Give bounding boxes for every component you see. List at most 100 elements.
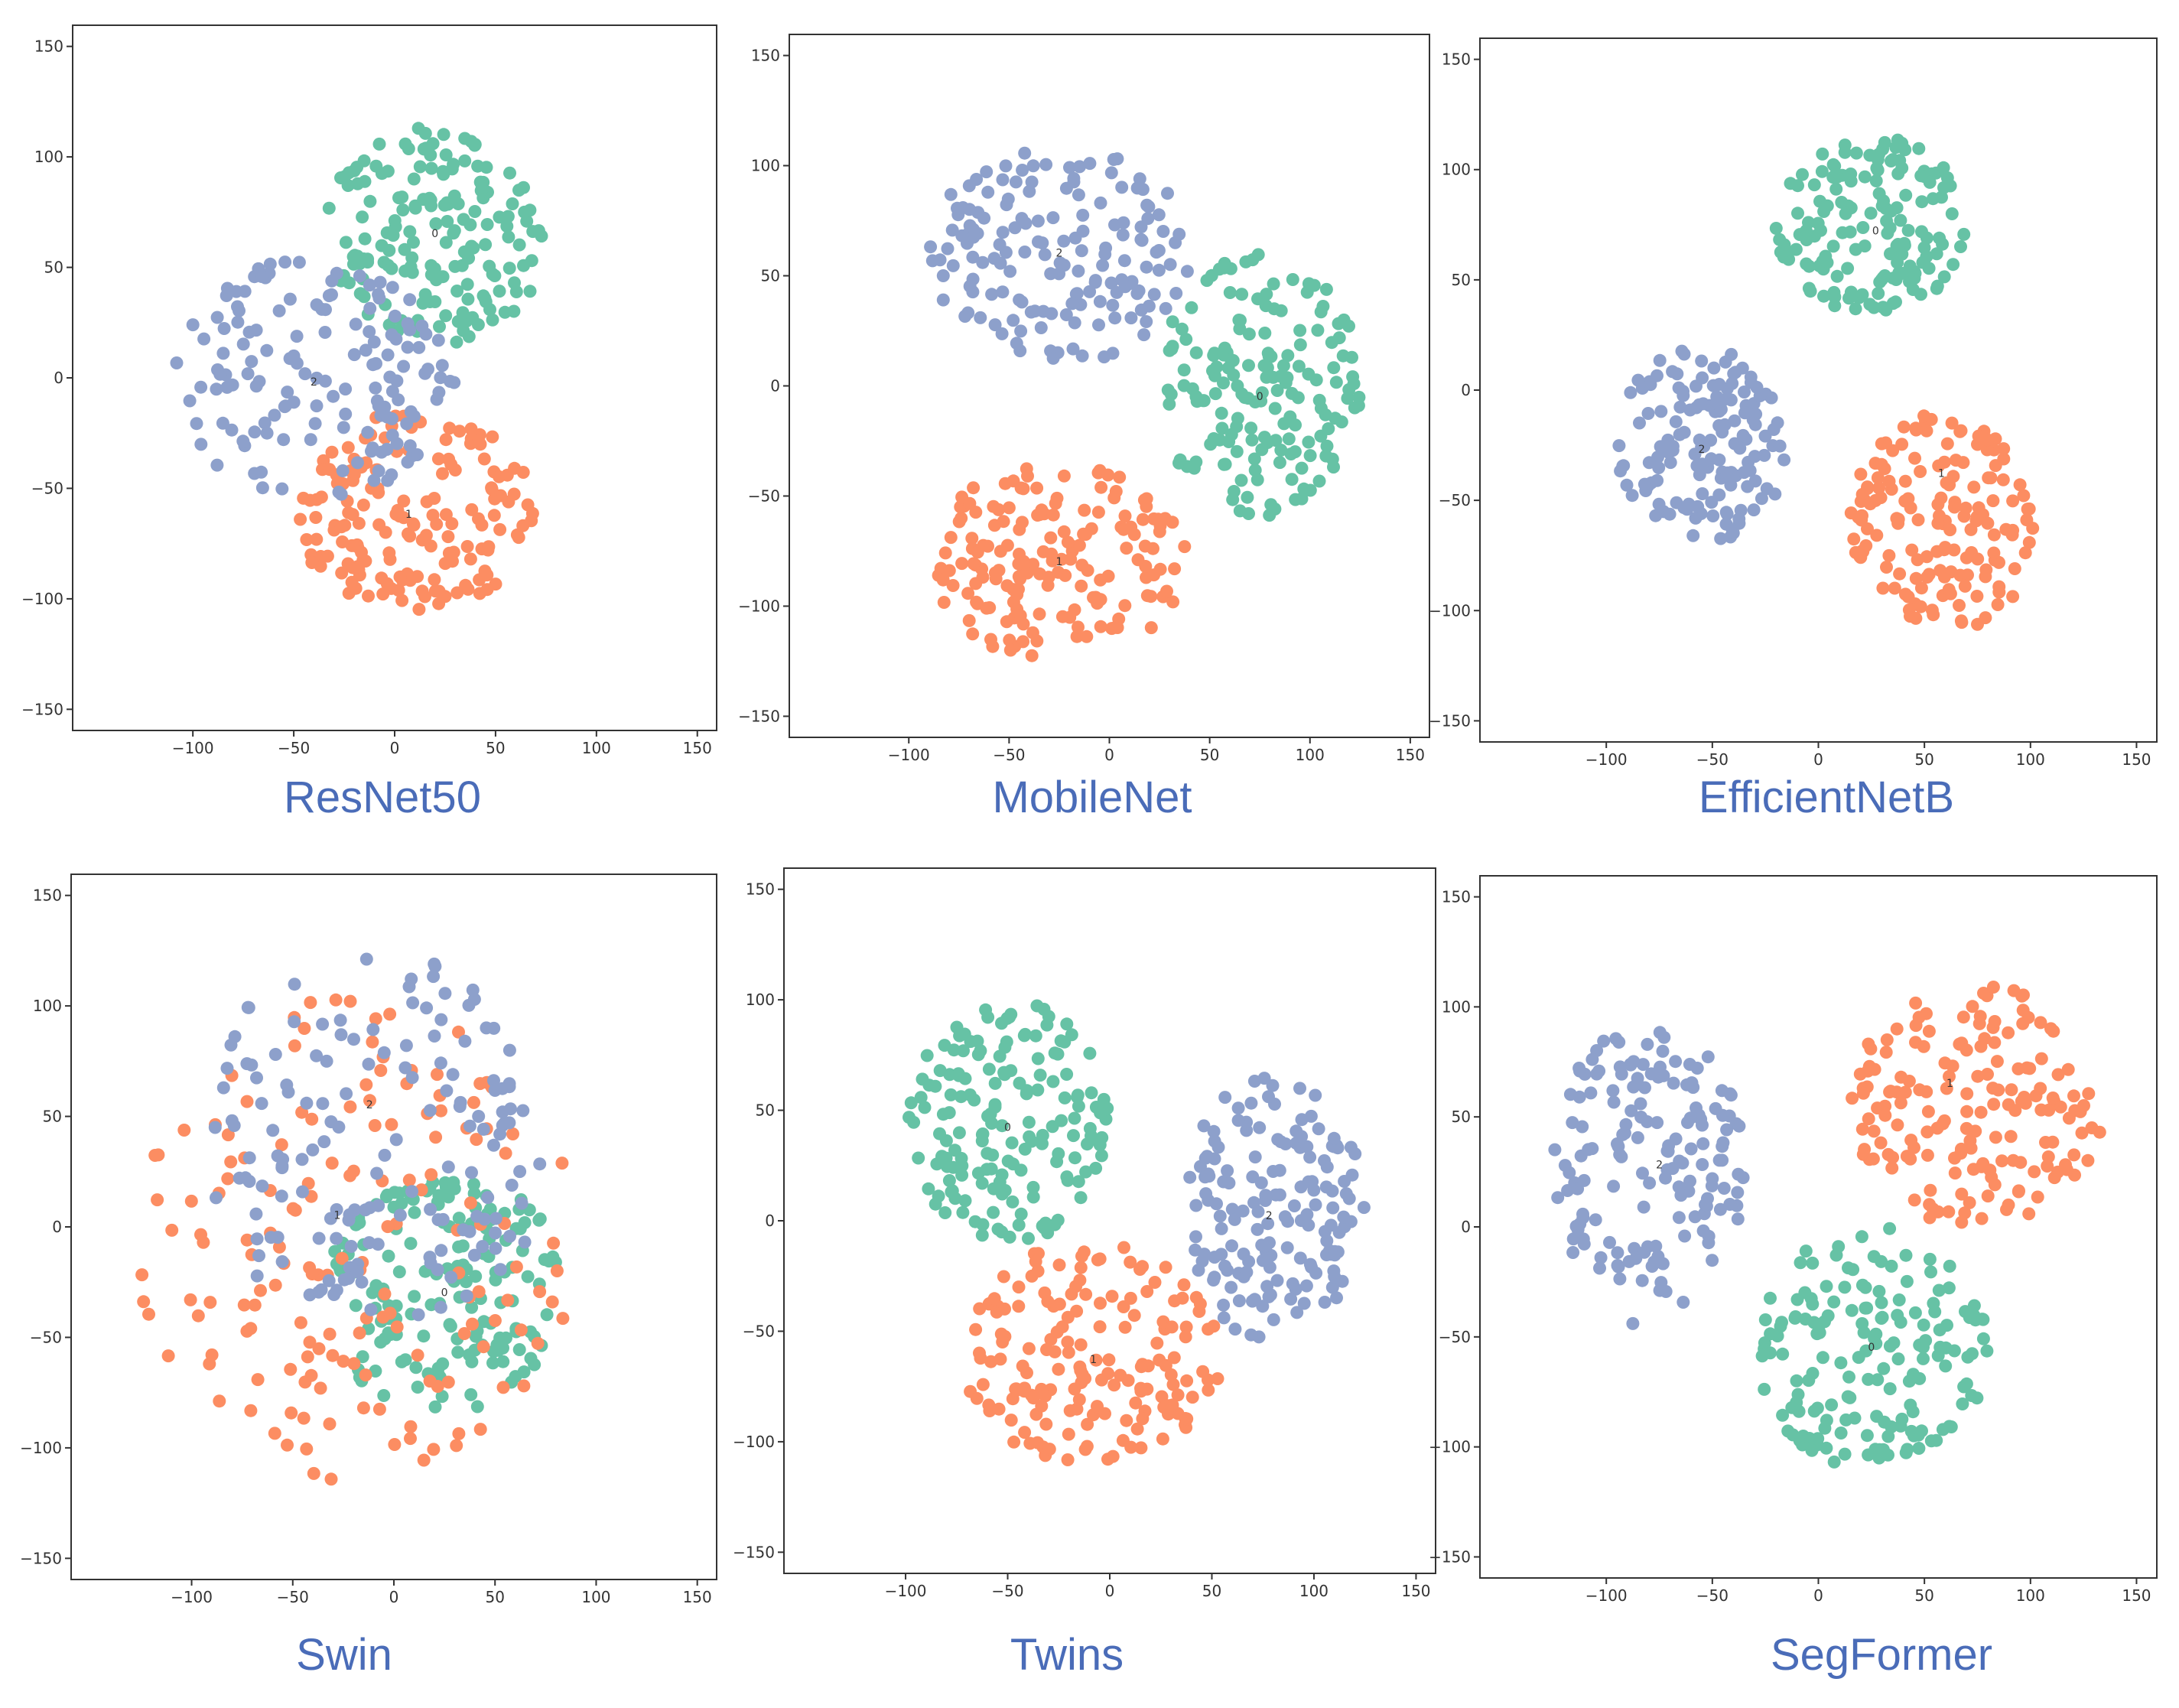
point-class-2: [980, 165, 994, 179]
point-class-0: [1293, 324, 1307, 337]
point-class-1: [1018, 1426, 1032, 1440]
point-class-2: [1169, 287, 1183, 300]
point-class-2: [1720, 1123, 1734, 1137]
chart-swin: 012−100 −50 0 50 100 150150100500−50−100−150S…: [20, 874, 717, 1680]
point-class-0: [1804, 1292, 1818, 1306]
point-class-2: [1684, 1142, 1698, 1156]
point-class-1: [356, 1401, 370, 1415]
point-class-2: [1678, 1229, 1692, 1243]
point-class-1: [415, 1183, 428, 1197]
point-class-2: [1251, 1205, 1265, 1218]
point-class-0: [1943, 1259, 1956, 1273]
point-class-1: [434, 1104, 447, 1118]
point-class-2: [505, 1179, 519, 1192]
point-class-2: [1303, 1150, 1317, 1164]
point-class-2: [347, 348, 361, 362]
point-class-0: [487, 1345, 500, 1358]
point-class-1: [439, 508, 453, 522]
point-class-0: [441, 215, 454, 228]
point-class-2: [296, 1185, 309, 1199]
y-tick-label: 100: [33, 997, 62, 1015]
point-class-2: [404, 405, 418, 418]
point-class-2: [503, 1229, 516, 1243]
point-class-1: [1979, 563, 1993, 577]
point-class-1: [2054, 1100, 2067, 1114]
point-class-2: [1106, 298, 1120, 312]
point-class-2: [275, 1159, 289, 1173]
point-class-1: [2041, 1150, 2055, 1163]
point-class-0: [1200, 274, 1214, 288]
y-tick-label: 0: [770, 377, 780, 395]
point-class-2: [1250, 1222, 1264, 1236]
point-class-1: [936, 573, 950, 587]
point-class-2: [1303, 1257, 1317, 1271]
point-class-0: [1341, 392, 1355, 405]
point-class-1: [1118, 1320, 1132, 1334]
point-class-1: [1016, 516, 1029, 529]
point-class-0: [403, 225, 417, 239]
point-class-1: [1013, 548, 1026, 561]
point-class-2: [411, 1308, 425, 1322]
point-class-1: [251, 1373, 265, 1387]
point-class-2: [487, 1138, 500, 1152]
point-class-2: [1232, 1294, 1246, 1308]
point-class-2: [216, 1081, 230, 1095]
point-class-0: [479, 294, 493, 308]
point-class-1: [275, 1138, 288, 1152]
point-class-2: [1094, 196, 1107, 210]
point-class-0: [1050, 1155, 1064, 1169]
point-class-0: [1821, 1309, 1835, 1322]
scatter-points: [1612, 133, 2040, 631]
point-class-2: [403, 323, 417, 337]
point-class-1: [1166, 595, 1180, 609]
point-class-0: [1085, 1086, 1098, 1100]
y-tick-label: −100: [21, 590, 63, 608]
y-tick-label: 100: [1442, 997, 1471, 1016]
point-class-0: [447, 1176, 460, 1189]
point-class-0: [435, 1390, 449, 1404]
x-tick-label: −100: [1585, 1586, 1628, 1605]
point-class-2: [1701, 1050, 1715, 1064]
point-class-0: [395, 1355, 408, 1368]
point-class-1: [305, 1267, 319, 1280]
point-class-2: [210, 382, 223, 396]
point-class-0: [1908, 1306, 1922, 1319]
point-class-2: [1134, 220, 1148, 234]
point-class-1: [460, 540, 474, 553]
point-class-1: [1062, 1427, 1075, 1441]
point-class-2: [1009, 175, 1023, 189]
point-class-1: [1166, 1398, 1179, 1412]
point-class-1: [1908, 451, 1921, 465]
point-class-2: [1007, 314, 1020, 327]
point-class-0: [1325, 336, 1338, 350]
point-class-0: [496, 1355, 510, 1368]
point-class-0: [1817, 289, 1830, 303]
point-class-0: [1758, 1313, 1772, 1326]
chart-efficientnetb: 012−100 −50 0 50 100 150150100500−50−100−150E…: [1429, 37, 2158, 822]
point-class-1: [1937, 455, 1951, 469]
point-class-2: [1262, 1090, 1275, 1104]
point-class-0: [475, 180, 489, 194]
point-class-0: [1041, 1226, 1055, 1240]
point-class-1: [1049, 496, 1062, 510]
point-class-0: [501, 210, 515, 223]
point-class-1: [467, 1095, 480, 1109]
point-class-0: [942, 1174, 956, 1187]
cluster-label-0: 0: [1004, 1122, 1011, 1134]
point-class-0: [464, 1388, 478, 1401]
point-class-0: [1862, 1448, 1875, 1462]
point-class-1: [1995, 1154, 2008, 1168]
cluster-label-0: 0: [1872, 225, 1879, 237]
point-class-0: [1855, 1317, 1869, 1330]
point-class-0: [1029, 1029, 1042, 1043]
point-class-0: [1923, 1252, 1937, 1266]
point-class-0: [385, 262, 398, 275]
point-class-2: [277, 433, 291, 447]
point-class-1: [547, 1236, 561, 1250]
point-class-2: [1551, 1191, 1565, 1205]
point-class-2: [1183, 1170, 1197, 1184]
point-class-2: [966, 250, 980, 264]
point-class-1: [303, 493, 317, 507]
point-class-1: [441, 1375, 455, 1389]
point-class-0: [976, 1218, 990, 1231]
